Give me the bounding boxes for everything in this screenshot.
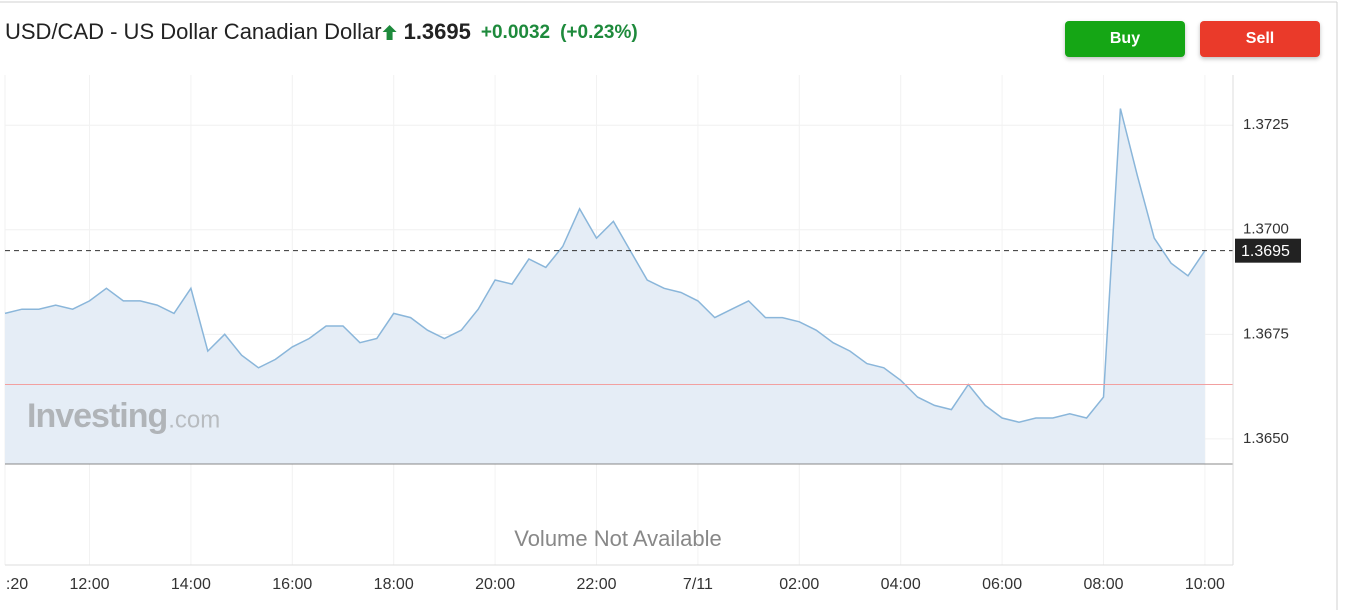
x-tick-label: :20 — [6, 576, 28, 593]
watermark-suffix: .com — [168, 406, 220, 433]
x-tick-label: 02:00 — [779, 576, 819, 593]
x-tick-label: 12:00 — [69, 576, 109, 593]
x-tick-label: 16:00 — [272, 576, 312, 593]
x-tick-label: 22:00 — [576, 576, 616, 593]
y-tick-label: 1.3650 — [1243, 430, 1289, 447]
last-price-label: 1.3695 — [1241, 243, 1290, 260]
up-arrow — [382, 25, 397, 40]
x-tick-label: 7/11 — [683, 576, 713, 593]
x-tick-label: 18:00 — [374, 576, 414, 593]
y-tick-label: 1.3675 — [1243, 325, 1289, 342]
watermark-brand: Investing — [27, 397, 167, 435]
x-tick-label: 04:00 — [881, 576, 921, 593]
x-tick-label: 08:00 — [1083, 576, 1123, 593]
price: 1.3695 — [404, 19, 471, 44]
last-price-tag — [1235, 238, 1301, 263]
area — [5, 108, 1205, 464]
buy-button[interactable]: Buy — [1065, 21, 1185, 57]
plot — [4, 108, 1233, 464]
x-tick-label: 06:00 — [982, 576, 1022, 593]
y-tick-label: 1.3700 — [1243, 221, 1289, 238]
y-tick-label: 1.3725 — [1243, 116, 1289, 133]
volume-note: Volume Not Available — [514, 526, 722, 551]
change-percent: (+0.23%) — [560, 22, 638, 43]
x-tick-label: 20:00 — [475, 576, 515, 593]
change: +0.0032 — [481, 22, 550, 43]
x-tick-label: 10:00 — [1185, 576, 1225, 593]
x-tick-label: 14:00 — [171, 576, 211, 593]
line — [4, 108, 1206, 423]
sell-button[interactable]: Sell — [1200, 21, 1320, 57]
title: USD/CAD - US Dollar Canadian Dollar — [5, 19, 382, 44]
